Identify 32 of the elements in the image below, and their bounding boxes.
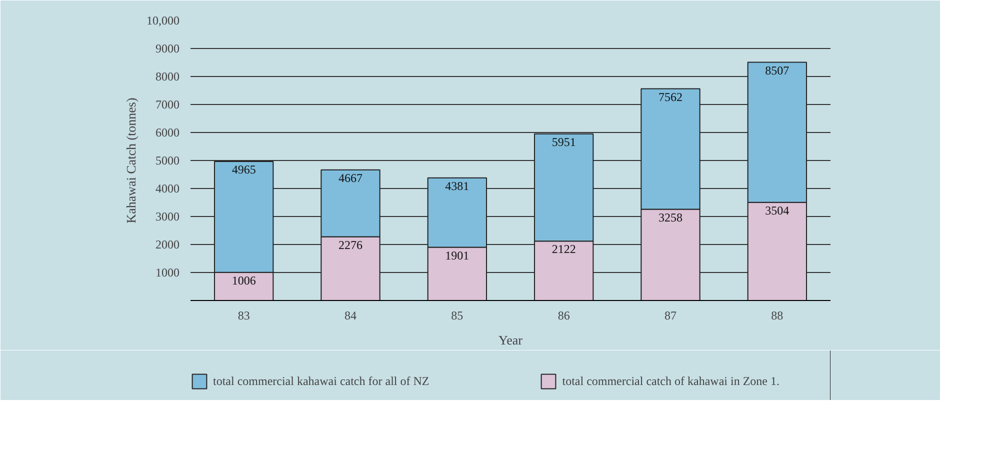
y-tick-label: 1000 (156, 266, 180, 280)
data-label: 1006 (232, 273, 256, 288)
y-tick-label: 6000 (156, 126, 180, 140)
data-label: 3504 (765, 203, 790, 218)
total-label: 5951 (552, 134, 576, 149)
x-axis-title: Year (498, 332, 524, 348)
data-label: 1901 (445, 248, 470, 262)
x-tick-label: 83 (238, 308, 250, 322)
data-label: 3258 (658, 210, 682, 224)
y-tick-label: 3000 (156, 210, 180, 224)
total-label: 7562 (658, 90, 682, 104)
total-label: 8507 (765, 63, 790, 78)
total-label: 4667 (338, 170, 362, 185)
y-tick-label: 10,000 (146, 14, 180, 28)
y-tick-label: 5000 (156, 154, 180, 168)
data-label: 2122 (552, 242, 576, 256)
x-tick-label: 88 (771, 308, 784, 322)
y-tick-label: 7000 (156, 98, 180, 112)
x-tick-label: 87 (664, 308, 676, 322)
total-label: 4381 (445, 178, 470, 193)
legend-label: total commercial kahawai catch for all of NZ (213, 374, 430, 388)
y-tick-label: 8000 (156, 70, 180, 84)
y-tick-label: 9000 (156, 42, 180, 56)
data-label: 2276 (338, 238, 362, 252)
total-label: 4965 (232, 162, 256, 176)
x-tick-label: 85 (451, 308, 464, 322)
y-tick-label: 2000 (156, 238, 180, 252)
x-tick-label: 86 (558, 308, 570, 322)
y-axis-title: Kahawai Catch (tonnes) (124, 98, 138, 224)
x-tick-label: 84 (344, 308, 356, 322)
legend-label: total commercial catch of kahawai in Zone 1. (562, 374, 780, 388)
y-tick-label: 4000 (156, 182, 180, 196)
